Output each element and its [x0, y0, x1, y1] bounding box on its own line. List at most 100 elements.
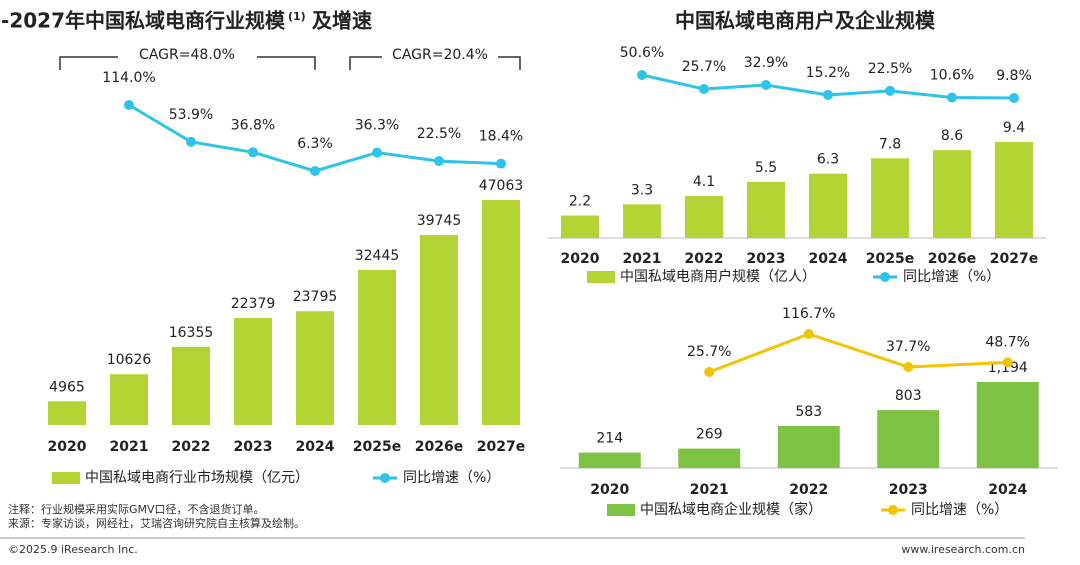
- value-label: 15.2%: [806, 65, 850, 81]
- x-tick-label: 2023: [234, 439, 273, 455]
- value-label: 25.7%: [687, 344, 731, 360]
- value-label: 3.3: [631, 182, 653, 198]
- value-label: 18.4%: [479, 129, 523, 145]
- chart-title: 中国私域电商用户及企业规模: [675, 9, 936, 33]
- value-label: 6.3%: [297, 136, 333, 152]
- legend-dot: [888, 505, 898, 515]
- x-tick-label: 2021: [110, 439, 149, 455]
- line-point: [372, 147, 382, 158]
- bar: [578, 452, 641, 468]
- legend-dot: [380, 473, 390, 483]
- value-label: 25.7%: [682, 59, 726, 75]
- x-tick-label: 2027e: [477, 439, 525, 455]
- cagr-bracket: [59, 56, 316, 70]
- x-tick-label: 2020: [48, 439, 87, 455]
- value-label: 22379: [231, 296, 276, 312]
- value-label: 22.5%: [417, 126, 461, 142]
- line-point: [310, 166, 320, 176]
- x-tick-label: 2020: [561, 251, 600, 267]
- line-point: [704, 367, 715, 377]
- bar: [358, 269, 396, 425]
- website: www.iresearch.com.cn: [901, 543, 1025, 556]
- bar: [234, 318, 272, 425]
- legend-label: 中国私域电商企业规模（家）: [640, 501, 822, 518]
- x-tick-label: 2026e: [415, 439, 463, 455]
- value-label: 7.8: [879, 136, 901, 152]
- value-label: 2.2: [569, 194, 591, 210]
- title-note: (1): [288, 10, 306, 23]
- x-tick-label: 2020: [590, 482, 629, 498]
- value-label: 23795: [293, 289, 338, 305]
- value-label: 583: [795, 404, 822, 420]
- legend-label: 同比增速（%）: [911, 502, 1008, 518]
- x-tick-label: 2026e: [928, 251, 976, 267]
- bar: [172, 346, 210, 425]
- value-label: 36.3%: [355, 118, 399, 134]
- legend-label: 中国私域电商用户规模（亿人）: [620, 268, 816, 285]
- value-label: 47063: [479, 178, 524, 194]
- value-label: 116.7%: [782, 306, 835, 322]
- value-label: 53.9%: [169, 107, 213, 123]
- line-point: [803, 329, 814, 339]
- value-label: 39745: [417, 213, 462, 229]
- annotation: CAGR=20.4%: [392, 47, 488, 63]
- bar: [296, 311, 334, 425]
- line-point: [699, 84, 709, 95]
- value-label: 48.7%: [986, 334, 1030, 350]
- value-label: 6.3: [817, 152, 839, 168]
- line-point: [124, 100, 134, 110]
- cagr-bracket: [349, 56, 521, 70]
- value-label: 10626: [107, 352, 152, 368]
- bar: [995, 142, 1033, 238]
- value-label: 16355: [169, 325, 214, 341]
- x-tick-label: 2022: [789, 482, 828, 498]
- legend-label: 同比增速（%）: [403, 470, 500, 486]
- bar: [877, 410, 940, 468]
- line-point: [1002, 357, 1013, 368]
- value-label: 114.0%: [102, 70, 155, 86]
- x-tick-label: 2022: [685, 251, 724, 267]
- bar: [685, 196, 723, 238]
- chart-title: 2020-2027年中国私域电商行业规模: [0, 9, 286, 33]
- x-tick-label: 2023: [747, 251, 786, 267]
- legend-swatch: [587, 271, 615, 283]
- x-tick-label: 2027e: [990, 251, 1038, 267]
- line-point: [885, 85, 895, 96]
- bar: [561, 215, 599, 238]
- value-label: 37.7%: [886, 339, 930, 355]
- bar: [623, 204, 661, 238]
- bar: [809, 173, 847, 238]
- value-label: 5.5: [755, 160, 777, 176]
- legend-dot: [880, 272, 890, 282]
- line-point: [1009, 93, 1019, 103]
- copyright: ©2025.9 iResearch Inc.: [8, 543, 138, 556]
- value-label: 50.6%: [620, 45, 664, 61]
- value-label: 32445: [355, 248, 400, 264]
- bar: [871, 158, 909, 238]
- value-label: 4965: [49, 379, 85, 395]
- bar: [420, 234, 458, 425]
- line-point: [637, 70, 647, 80]
- line-point: [496, 158, 506, 169]
- line-point: [434, 156, 444, 167]
- value-label: 214: [596, 431, 623, 447]
- value-label: 8.6: [941, 128, 963, 144]
- x-tick-label: 2024: [809, 251, 848, 267]
- value-label: 269: [696, 427, 723, 443]
- line-point: [761, 79, 771, 90]
- x-tick-label: 2024: [296, 439, 335, 455]
- line-point: [903, 361, 914, 372]
- line-point: [186, 136, 196, 147]
- note: 注释：行业规模采用实际GMV口径，不含退货订单。: [8, 502, 265, 516]
- bar: [747, 181, 785, 238]
- bar: [678, 448, 741, 468]
- x-tick-label: 2021: [690, 482, 729, 498]
- annotation: CAGR=48.0%: [139, 47, 235, 63]
- legend-swatch: [52, 472, 80, 484]
- value-label: 36.8%: [231, 117, 275, 133]
- bar: [48, 401, 86, 425]
- line-point: [947, 92, 957, 103]
- x-tick-label: 2022: [172, 439, 211, 455]
- value-label: 9.8%: [996, 68, 1032, 84]
